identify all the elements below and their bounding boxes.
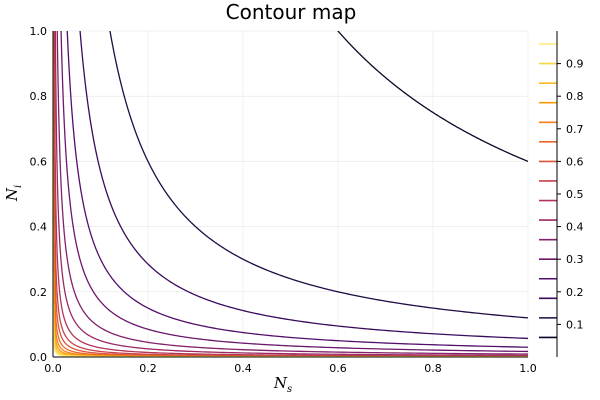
y-tick-label: 0.2 xyxy=(30,286,48,299)
grid xyxy=(52,30,529,358)
x-tick-label: 0.0 xyxy=(44,362,62,375)
contour-line xyxy=(53,31,528,357)
contour-line xyxy=(66,31,528,348)
x-tick-label: 1.0 xyxy=(519,362,537,375)
colorbar-tick-label: 0.5 xyxy=(566,188,584,201)
contour-lines xyxy=(53,31,528,357)
colorbar: 0.1 0.2 0.3 0.4 0.5 0.6 0.7 0.8 0.9 xyxy=(539,31,584,357)
contour-line xyxy=(53,304,528,357)
contour-line xyxy=(337,31,528,163)
x-tick-label: 0.8 xyxy=(424,362,442,375)
y-tick-label: 0.0 xyxy=(30,351,48,364)
colorbar-tick-label: 0.7 xyxy=(566,123,584,136)
x-tick-label: 0.2 xyxy=(139,362,157,375)
contour-line xyxy=(53,161,528,357)
x-tick-label: 0.6 xyxy=(329,362,347,375)
colorbar-tick-label: 0.3 xyxy=(566,253,584,266)
contour-line xyxy=(53,272,528,357)
colorbar-tick-label: 0.1 xyxy=(566,318,584,331)
colorbar-tick-label: 0.8 xyxy=(566,90,584,103)
x-axis-label-base: N xyxy=(273,374,288,392)
colorbar-tick-label: 0.4 xyxy=(566,221,584,234)
y-tick-label: 0.8 xyxy=(30,90,48,103)
contour-line xyxy=(54,31,528,357)
contour-line xyxy=(56,31,528,355)
y-axis-label-sub: i xyxy=(13,185,24,188)
x-tick-label: 0.4 xyxy=(234,362,252,375)
contour-line xyxy=(79,31,528,340)
y-tick-label: 0.4 xyxy=(30,221,48,234)
chart-title: Contour map xyxy=(226,0,357,24)
colorbar-tick-label: 0.9 xyxy=(566,58,584,71)
y-axis-label: Ni xyxy=(3,185,24,202)
y-axis-label-base: N xyxy=(3,187,21,202)
x-axis-label: Ns xyxy=(273,374,292,395)
contour-line xyxy=(60,31,528,353)
colorbar-tick-label: 0.2 xyxy=(566,286,584,299)
axes: 0.0 0.2 0.4 0.6 0.8 1.0 0.0 0.2 0.4 0.6 0.8 1.0 xyxy=(30,25,537,375)
colorbar-tick-label: 0.6 xyxy=(566,155,584,168)
x-axis-label-sub: s xyxy=(287,384,292,395)
contour-line xyxy=(53,31,528,357)
y-tick-label: 0.6 xyxy=(30,155,48,168)
contour-line xyxy=(53,31,528,357)
contour-line xyxy=(53,31,528,357)
y-tick-label: 1.0 xyxy=(30,25,48,38)
contour-line xyxy=(53,63,528,357)
contour-line xyxy=(109,31,528,319)
